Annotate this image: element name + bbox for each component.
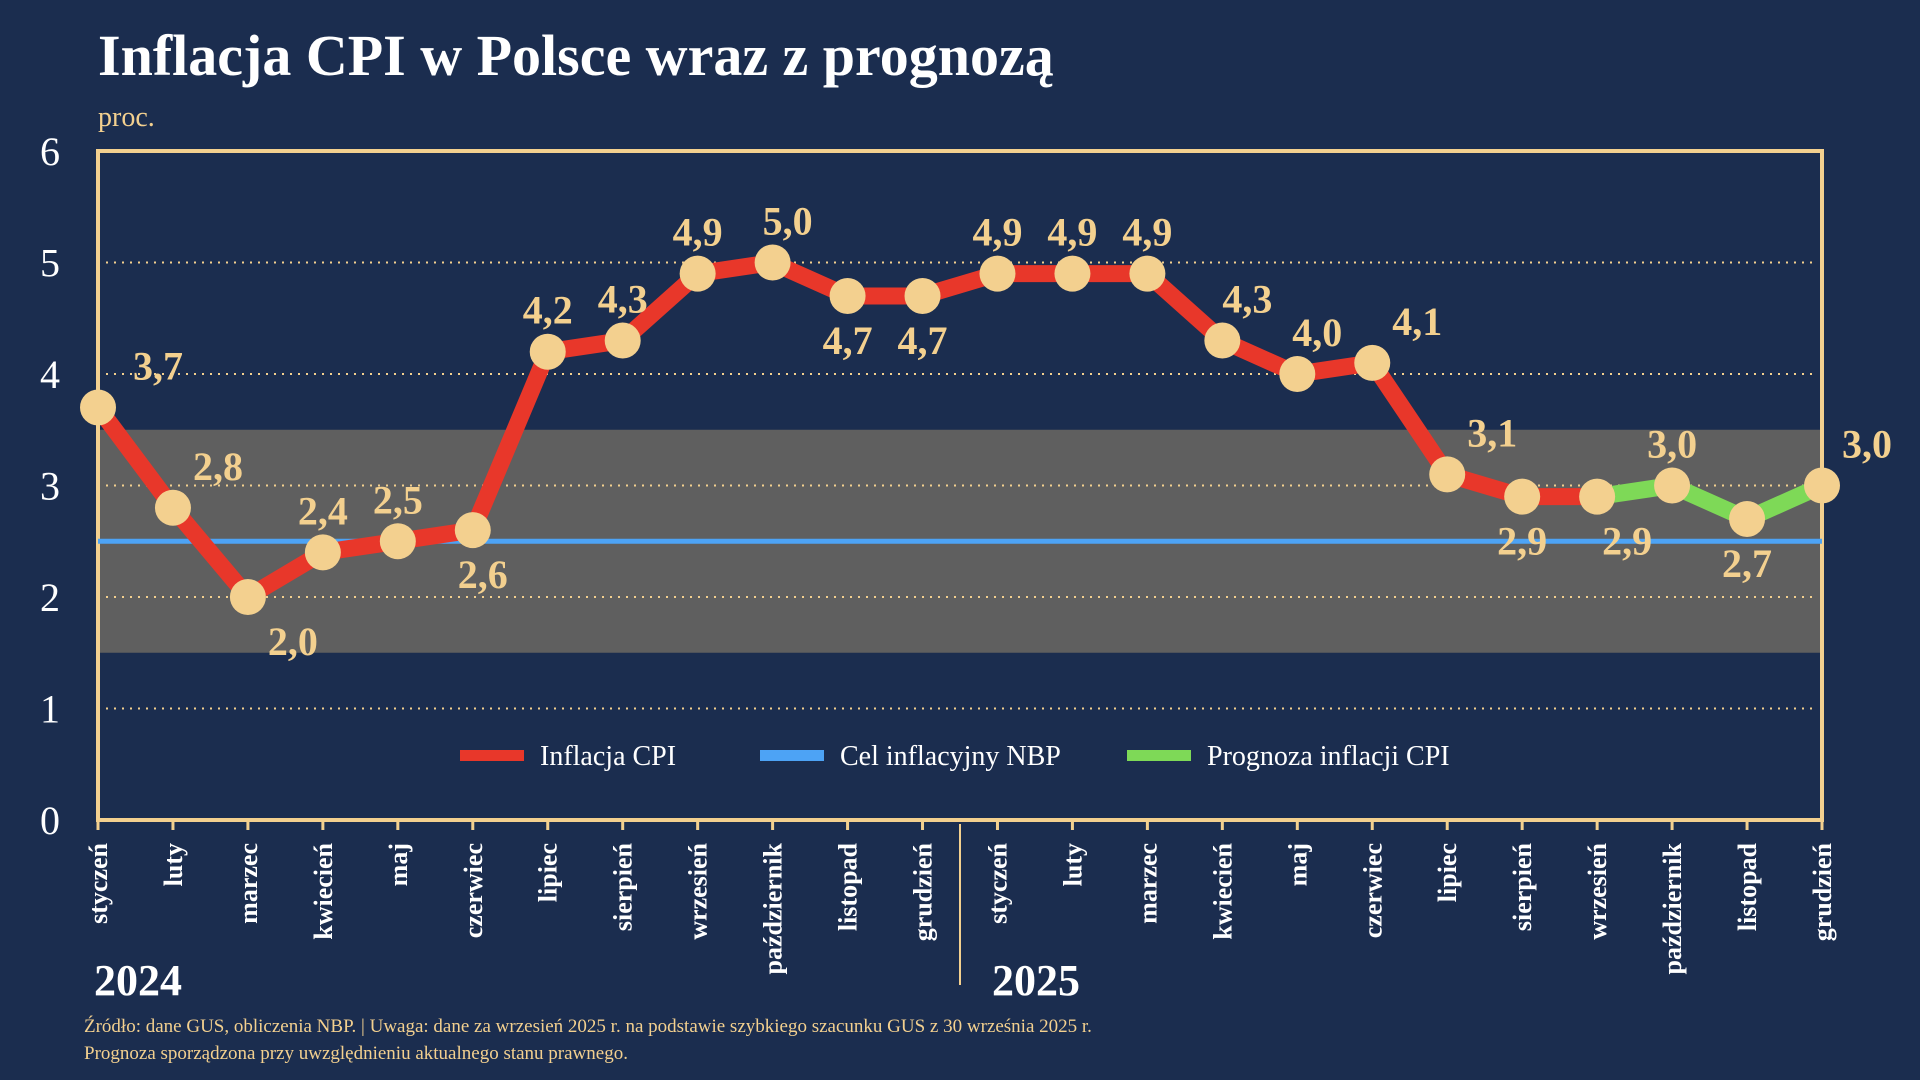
- data-label: 4,9: [1122, 210, 1172, 255]
- data-point: [1204, 322, 1241, 359]
- footer-source: Źródło: dane GUS, obliczenia NBP. | Uwag…: [84, 1016, 1092, 1037]
- data-label: 3,7: [133, 343, 183, 388]
- data-label: 2,9: [1497, 519, 1547, 564]
- x-tick-label: marzec: [234, 843, 263, 924]
- data-label: 2,8: [193, 444, 243, 489]
- data-label: 2,5: [373, 477, 423, 522]
- data-point: [454, 512, 491, 549]
- data-point: [304, 534, 341, 571]
- data-label: 4,7: [823, 318, 873, 363]
- year-label-2025: 2025: [992, 956, 1080, 1005]
- x-tick-label: lipiec: [534, 843, 563, 902]
- data-point: [1279, 356, 1316, 392]
- data-label: 3,0: [1647, 422, 1697, 467]
- forecast-line: [1595, 477, 1826, 528]
- x-tick-label: styczeń: [84, 842, 113, 923]
- data-point: [904, 277, 941, 314]
- data-label: 4,2: [523, 288, 573, 333]
- legend-label: Prognoza inflacji CPI: [1207, 741, 1450, 772]
- y-tick-label: 1: [40, 687, 60, 732]
- data-label: 4,9: [972, 210, 1022, 255]
- data-point: [754, 244, 791, 281]
- data-point: [229, 579, 266, 615]
- x-tick-label: lipiec: [1433, 843, 1462, 902]
- x-tick-label: styczeń: [983, 842, 1012, 923]
- data-label: 2,4: [298, 488, 348, 533]
- legend-label: Cel inflacyjny NBP: [840, 741, 1061, 772]
- data-point: [979, 255, 1016, 292]
- data-point: [379, 523, 416, 560]
- x-tick-label: maj: [384, 843, 413, 886]
- x-tick-label: listopad: [834, 842, 863, 931]
- y-tick-label: 0: [40, 798, 60, 843]
- footer-note: Prognoza sporządzona przy uwzględnieniu …: [84, 1043, 628, 1064]
- x-tick-label: czerwiec: [1358, 843, 1387, 938]
- data-point: [679, 255, 716, 292]
- data-label: 2,9: [1602, 519, 1652, 564]
- data-point: [1354, 344, 1391, 381]
- data-label: 3,0: [1842, 422, 1892, 467]
- x-tick-label: czerwiec: [459, 843, 488, 938]
- data-point: [154, 489, 191, 526]
- data-point: [1504, 478, 1541, 515]
- legend-label: Inflacja CPI: [540, 741, 676, 772]
- data-point: [529, 333, 566, 370]
- x-tick-label: luty: [159, 843, 188, 886]
- data-label: 4,9: [673, 210, 723, 255]
- data-point: [1729, 500, 1766, 537]
- x-tick-label: sierpień: [609, 842, 638, 931]
- legend-swatch: [760, 750, 824, 761]
- data-label: 4,1: [1392, 299, 1442, 344]
- data-label: 2,0: [268, 619, 318, 664]
- data-point: [1804, 467, 1840, 504]
- x-tick-label: listopad: [1733, 842, 1762, 931]
- data-point: [80, 389, 116, 426]
- y-tick-label: 6: [40, 129, 60, 174]
- x-tick-label: maj: [1283, 843, 1312, 886]
- data-label: 5,0: [763, 199, 813, 244]
- data-label: 2,6: [458, 552, 508, 597]
- data-label: 4,3: [598, 277, 648, 322]
- data-label: 4,3: [1222, 277, 1272, 322]
- x-tick-label: kwiecień: [309, 842, 338, 939]
- year-label-2024: 2024: [94, 956, 182, 1005]
- x-tick-label: październik: [1658, 842, 1687, 974]
- data-label: 4,9: [1047, 210, 1097, 255]
- x-tick-label: grudzień: [1808, 842, 1837, 941]
- x-tick-label: marzec: [1133, 843, 1162, 924]
- y-tick-label: 4: [40, 352, 60, 397]
- x-tick-label: październik: [759, 842, 788, 974]
- chart-title: Inflacja CPI w Polsce wraz z prognozą: [98, 23, 1054, 88]
- data-point: [829, 277, 866, 314]
- data-point: [1429, 456, 1466, 493]
- y-tick-label: 2: [40, 575, 60, 620]
- x-tick-label: sierpień: [1508, 842, 1537, 931]
- x-tick-label: wrzesień: [1583, 842, 1612, 939]
- legend-swatch: [460, 750, 524, 761]
- x-tick-label: luty: [1058, 843, 1087, 886]
- data-point: [1054, 255, 1091, 292]
- data-label: 4,0: [1292, 310, 1342, 355]
- data-label: 2,7: [1722, 541, 1772, 586]
- x-tick-label: grudzień: [909, 842, 938, 941]
- y-axis-unit: proc.: [98, 102, 155, 133]
- data-point: [604, 322, 641, 359]
- y-tick-label: 3: [40, 464, 60, 509]
- data-point: [1654, 467, 1691, 504]
- data-label: 4,7: [898, 318, 948, 363]
- legend-swatch: [1127, 750, 1191, 761]
- data-point: [1129, 255, 1166, 292]
- y-tick-label: 5: [40, 241, 60, 286]
- data-point: [1579, 478, 1616, 515]
- data-label: 3,1: [1467, 410, 1517, 455]
- x-tick-label: kwiecień: [1208, 842, 1237, 939]
- x-tick-label: wrzesień: [684, 842, 713, 939]
